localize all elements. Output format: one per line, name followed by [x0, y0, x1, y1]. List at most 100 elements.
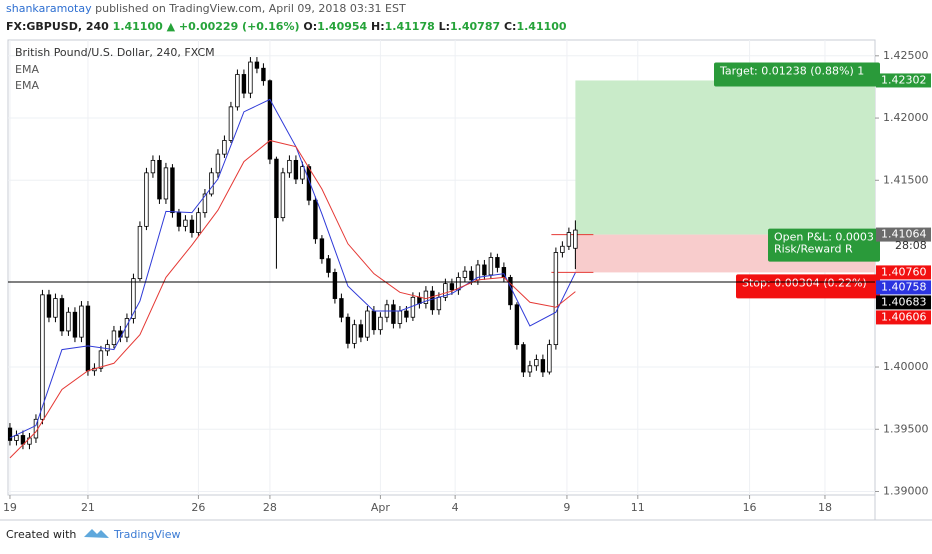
- candle-body: [79, 305, 84, 338]
- candle-body: [534, 359, 539, 367]
- stop-label: Stop: 0.00304 (0.22%): [742, 276, 867, 289]
- change: ▲ +0.00229 (+0.16%): [167, 20, 300, 33]
- candle-body: [183, 219, 188, 227]
- header-line: shankaramotay published on TradingView.c…: [6, 2, 406, 15]
- x-tick-label: 9: [563, 501, 570, 514]
- labels-layer: Target: 0.01238 (0.88%) 1 Open P&L: 0.000…: [714, 62, 880, 299]
- candle-body: [469, 270, 474, 281]
- x-tick-label: 21: [81, 501, 95, 514]
- candle-body: [8, 427, 13, 441]
- c-value: 1.41100: [516, 20, 566, 33]
- price-tag-label: 1.41064: [881, 228, 927, 241]
- candle-body: [137, 225, 143, 280]
- ema-line: [9, 139, 576, 459]
- candle-body: [287, 159, 292, 174]
- author[interactable]: shankaramotay: [6, 2, 92, 15]
- x-tick-label: 11: [631, 501, 645, 514]
- candle-body: [482, 264, 487, 276]
- x-tick-label: 19: [3, 501, 17, 514]
- x-tick-label: 18: [818, 501, 832, 514]
- candle-body: [560, 245, 565, 253]
- candle-body: [339, 298, 344, 318]
- chart-title: British Pound/U.S. Dollar, 240, FXCM: [15, 46, 215, 59]
- x-tick-label: Apr: [371, 501, 391, 514]
- o-label: O:: [303, 20, 317, 33]
- o-value: 1.40954: [317, 20, 367, 33]
- candle-body: [443, 283, 448, 298]
- candle-body: [514, 304, 520, 346]
- price-tag-label: 1.42302: [881, 73, 927, 86]
- pnl-label-box: [768, 228, 880, 262]
- price-tag: [876, 227, 931, 242]
- candle-body: [40, 294, 45, 420]
- y-tick-label: 1.41500: [883, 173, 929, 186]
- candle-body: [306, 166, 312, 201]
- candle-body: [215, 153, 221, 174]
- candle-body: [254, 61, 260, 69]
- price-tag: [876, 280, 931, 295]
- candle-body: [118, 330, 123, 338]
- price-tag: [876, 73, 931, 88]
- candle-body: [436, 296, 442, 311]
- candle-body: [371, 310, 377, 331]
- candle-body: [105, 344, 110, 352]
- x-tick-label: 16: [743, 501, 757, 514]
- candle-body: [280, 172, 286, 219]
- candle-body: [397, 310, 403, 324]
- candle-body: [53, 298, 58, 318]
- l-label: L:: [439, 20, 450, 33]
- candle-body: [553, 252, 559, 346]
- candle-body: [300, 166, 305, 180]
- y-tick-label: 1.42500: [883, 49, 929, 62]
- price-tag-label: 1.40606: [881, 310, 927, 323]
- candle-body: [150, 159, 156, 174]
- candle-body: [319, 238, 325, 260]
- candle-body: [131, 278, 136, 319]
- x-tick-label: 4: [452, 501, 459, 514]
- candle-body: [449, 283, 455, 291]
- candle-body: [241, 74, 247, 94]
- candle-body: [72, 311, 78, 338]
- target-label: Target: 0.01238 (0.88%) 1: [719, 64, 864, 77]
- candle-body: [423, 290, 429, 304]
- series-layer: [8, 57, 578, 459]
- candle-body: [430, 290, 435, 311]
- footer-created: Created with: [6, 528, 76, 541]
- y-tick-label: 1.39500: [883, 422, 929, 435]
- candle-body: [176, 212, 182, 227]
- candle-body: [352, 324, 357, 344]
- candle-body: [163, 167, 169, 200]
- candle-body: [540, 359, 546, 373]
- c-label: C:: [504, 20, 516, 33]
- candle-body: [488, 257, 494, 276]
- y-tick-label: 1.40000: [883, 360, 929, 373]
- y-tick-label: 1.42000: [883, 111, 929, 124]
- symbol: FX:GBPUSD, 240: [6, 20, 109, 33]
- target-zone: [575, 80, 875, 235]
- tv-logo: [84, 529, 109, 538]
- published: published on TradingView.com, April 09, …: [95, 2, 406, 15]
- candle-body: [326, 258, 331, 273]
- pnl-label: Open P&L: 0.0003: [774, 231, 874, 244]
- candle-body: [378, 316, 383, 331]
- candle-body: [462, 270, 468, 278]
- candle-body: [170, 167, 175, 214]
- candle-body: [209, 172, 214, 195]
- candle-body: [358, 324, 364, 338]
- footer-brand[interactable]: TradingView: [113, 528, 180, 541]
- price-tag-label: 1.40758: [881, 280, 927, 293]
- candle-body: [495, 257, 500, 268]
- h-value: 1.41178: [385, 20, 435, 33]
- price: 1.41100: [113, 20, 163, 33]
- legend-entry: EMA: [15, 79, 39, 92]
- candle-body: [293, 159, 299, 180]
- candle-body: [248, 61, 253, 94]
- candle-body: [85, 305, 91, 372]
- stop-label-box: [736, 274, 880, 299]
- candle-body: [189, 219, 195, 233]
- candle-body: [196, 212, 201, 233]
- candle-body: [566, 232, 572, 247]
- candle-body: [391, 304, 396, 324]
- countdown: 28:08: [895, 239, 927, 252]
